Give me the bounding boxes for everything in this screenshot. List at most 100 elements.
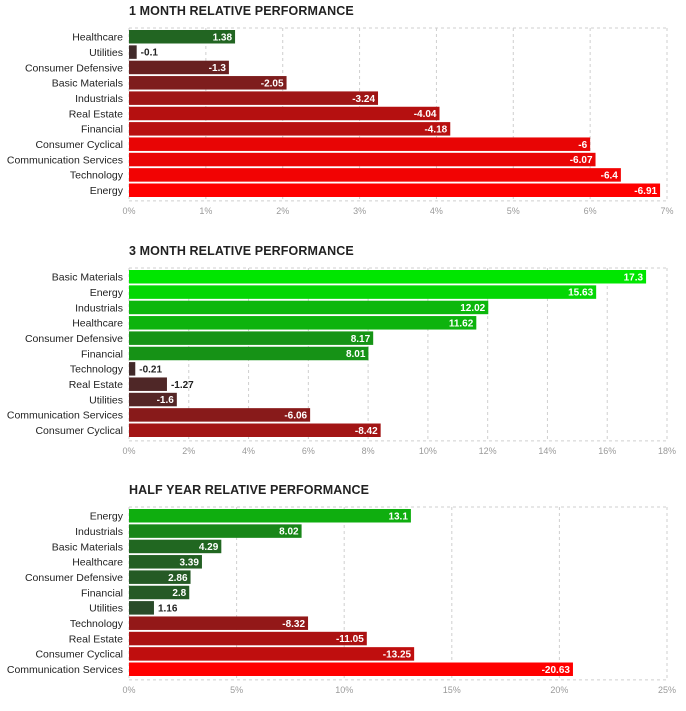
bar[interactable] [129, 555, 202, 569]
bar[interactable] [129, 570, 191, 584]
category-label: Real Estate [69, 379, 123, 391]
bar[interactable] [129, 152, 596, 167]
x-tick-label: 20% [550, 685, 568, 695]
chart-plot: 0% 5% 10% 15% 20% 25% Energy 13.1 Industrials 8.0… [7, 506, 676, 695]
bar[interactable] [129, 91, 379, 105]
x-tick-label: 4% [242, 446, 255, 456]
value-label: 1.16 [158, 603, 178, 614]
x-tick-label: 5% [507, 206, 520, 216]
category-label: Financial [81, 587, 123, 599]
category-label: Financial [81, 348, 123, 360]
x-tick-label: 18% [658, 446, 676, 456]
value-label: -4.04 [414, 109, 437, 120]
value-label: -6.91 [634, 186, 657, 197]
x-tick-label: 0% [122, 685, 135, 695]
x-tick-label: 14% [538, 446, 556, 456]
x-tick-label: 4% [430, 206, 443, 216]
value-label: -2.05 [261, 78, 284, 89]
value-label: 13.1 [388, 511, 408, 522]
bar[interactable] [129, 45, 137, 59]
x-tick-label: 3% [353, 206, 366, 216]
category-label: Utilities [89, 47, 123, 59]
value-label: 2.86 [168, 573, 188, 584]
bar[interactable] [129, 647, 415, 661]
category-label: Healthcare [72, 32, 123, 44]
chart-title: 3 MONTH RELATIVE PERFORMANCE [129, 244, 354, 258]
bar[interactable] [129, 362, 136, 376]
bar[interactable] [129, 408, 311, 422]
value-label: 1.38 [213, 32, 233, 43]
category-label: Real Estate [69, 108, 123, 120]
x-tick-label: 10% [335, 685, 353, 695]
bar[interactable] [129, 423, 381, 438]
category-label: Technology [70, 618, 124, 630]
value-label: 17.3 [624, 272, 644, 283]
bar[interactable] [129, 585, 190, 600]
category-label: Basic Materials [52, 272, 123, 284]
chart-plot: 0% 1% 2% 3% 4% 5% 6% 7% Healthcare 1.38 Utilities -… [7, 27, 674, 216]
bar[interactable] [129, 377, 167, 391]
value-label: -8.32 [282, 619, 305, 630]
bar[interactable] [129, 270, 647, 284]
bar[interactable] [129, 524, 302, 538]
bar[interactable] [129, 183, 661, 198]
bar[interactable] [129, 392, 177, 407]
bar[interactable] [129, 601, 154, 615]
bar[interactable] [129, 60, 229, 75]
bar[interactable] [129, 509, 411, 523]
value-label: -13.25 [383, 650, 412, 661]
category-label: Technology [70, 170, 124, 182]
category-label: Communication Services [7, 154, 123, 166]
x-tick-label: 5% [230, 685, 243, 695]
x-tick-label: 0% [122, 206, 135, 216]
category-label: Utilities [89, 394, 123, 406]
category-label: Communication Services [7, 664, 123, 676]
bar[interactable] [129, 616, 309, 630]
value-label: 8.02 [279, 527, 299, 538]
category-label: Industrials [75, 93, 123, 105]
value-label: 8.17 [351, 334, 371, 345]
value-label: -1.3 [209, 63, 227, 74]
bar[interactable] [129, 76, 287, 90]
x-tick-label: 8% [362, 446, 375, 456]
category-label: Financial [81, 124, 123, 136]
bar[interactable] [129, 346, 369, 361]
bar[interactable] [129, 122, 451, 136]
x-tick-label: 16% [598, 446, 616, 456]
value-label: 12.02 [460, 303, 485, 314]
x-tick-label: 25% [658, 685, 676, 695]
x-tick-label: 2% [182, 446, 195, 456]
category-label: Energy [90, 287, 124, 299]
value-label: -11.05 [336, 634, 364, 645]
value-label: -1.27 [171, 380, 194, 391]
bar[interactable] [129, 662, 573, 677]
bar[interactable] [129, 300, 489, 315]
category-label: Energy [90, 511, 124, 523]
category-label: Consumer Cyclical [35, 425, 123, 437]
bar[interactable] [129, 168, 621, 182]
bar[interactable] [129, 106, 440, 121]
category-label: Consumer Cyclical [35, 139, 123, 151]
chart-3-month: 3 MONTH RELATIVE PERFORMANCE 0% 2% 4% 6% 8% 1… [0, 240, 686, 472]
bar[interactable] [129, 331, 374, 345]
chart-half-year: HALF YEAR RELATIVE PERFORMANCE 0% 5% 10% 15… [0, 479, 686, 711]
x-tick-label: 7% [660, 206, 673, 216]
x-tick-label: 2% [276, 206, 289, 216]
value-label: -0.21 [139, 364, 162, 375]
bar[interactable] [129, 137, 591, 151]
bar[interactable] [129, 539, 222, 554]
bar[interactable] [129, 316, 477, 330]
value-label: -1.6 [157, 395, 175, 406]
category-label: Real Estate [69, 633, 123, 645]
bar[interactable] [129, 30, 236, 44]
x-tick-label: 12% [479, 446, 497, 456]
category-label: Healthcare [72, 557, 123, 569]
category-label: Industrials [75, 526, 123, 538]
category-label: Consumer Defensive [25, 572, 123, 584]
bar[interactable] [129, 631, 367, 646]
bar[interactable] [129, 285, 597, 299]
value-label: -4.18 [424, 124, 447, 135]
value-label: 15.63 [568, 288, 593, 299]
value-label: -0.1 [141, 48, 159, 59]
x-tick-label: 1% [199, 206, 212, 216]
